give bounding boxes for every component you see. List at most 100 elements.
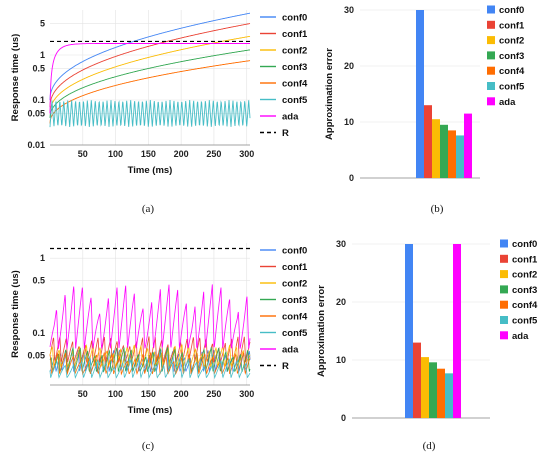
bar-ada	[453, 244, 461, 418]
bar-conf4	[448, 130, 456, 178]
bar-conf3	[429, 362, 437, 418]
y-tick-label: 0.1	[32, 95, 45, 105]
legend-label-conf3: conf3	[512, 285, 537, 296]
x-tick-label: 300	[239, 149, 254, 159]
y-axis-title: Approximation error	[316, 285, 327, 377]
legend-label-conf1: conf1	[499, 20, 525, 31]
series-line-conf0	[49, 349, 251, 374]
x-tick-label: 250	[206, 149, 221, 159]
legend-label-conf4: conf4	[282, 79, 308, 90]
y-tick-label: 0	[341, 413, 346, 423]
series-line-conf5	[49, 357, 251, 380]
bar-conf2	[432, 119, 440, 178]
caption-b: (b)	[431, 203, 444, 215]
legend-label-conf4: conf4	[512, 300, 538, 311]
legend-swatch-conf5	[500, 316, 508, 324]
bar-conf0	[416, 10, 424, 178]
series-line-conf0	[49, 12, 250, 101]
legend-swatch-conf4	[500, 300, 508, 309]
panel-a-line-chart: 50 100 150 200 250 300 0.01 0.05 0.1 0.5 1 5 Time (m…	[10, 10, 308, 176]
x-tick-label: 250	[206, 389, 221, 399]
y-tick-label: 0.05	[27, 109, 45, 119]
y-tick-label: 20	[336, 297, 346, 307]
y-tick-label: 0.01	[27, 140, 45, 150]
legend-label-conf0: conf0	[282, 246, 307, 257]
panel-b-bar-chart: 0 10 20 30 Approximation error conf0 conf1 conf…	[324, 5, 525, 183]
legend-label-conf1: conf1	[282, 29, 308, 40]
series-line-conf3	[49, 347, 251, 373]
legend-label-conf2: conf2	[512, 270, 537, 281]
legend-swatch-conf1	[500, 254, 508, 263]
x-tick-label: 200	[174, 389, 189, 399]
legend-label-conf1: conf1	[282, 262, 308, 273]
series-line-conf2	[49, 35, 251, 114]
legend-label-conf5: conf5	[282, 328, 308, 339]
legend-label-ada: ada	[512, 331, 529, 342]
y-tick-label: 0.1	[32, 328, 45, 338]
panel-c-line-chart: 50 100 150 200 250 300 0.05 0.1 0.5 1 Time (ms) Res…	[10, 243, 308, 416]
panel-d-bar-chart: 0 10 20 30 Approximation error conf0 conf1 conf…	[316, 239, 538, 423]
y-tick-label: 1	[40, 50, 45, 60]
legend-label-ada: ada	[499, 97, 516, 108]
x-tick-label: 100	[108, 149, 123, 159]
x-axis-title: Time (ms)	[128, 405, 173, 416]
legend-swatch-conf4	[487, 66, 495, 75]
caption-a: (a)	[142, 203, 155, 215]
y-tick-label: 0.5	[32, 64, 45, 74]
legend-swatch-conf2	[500, 270, 508, 279]
y-tick-label: 5	[40, 19, 45, 29]
legend-swatch-conf1	[487, 20, 495, 29]
series-line-conf1	[49, 23, 251, 108]
bar-conf1	[424, 105, 432, 178]
bar-conf0	[405, 244, 413, 418]
caption-c: (c)	[142, 440, 155, 452]
legend-label-conf5: conf5	[282, 95, 308, 106]
y-tick-label: 0	[349, 173, 354, 183]
series-line-conf4	[49, 60, 251, 124]
legend-swatch-conf3	[500, 285, 508, 294]
bar-conf1	[413, 342, 421, 418]
legend-label-conf4: conf4	[282, 312, 308, 323]
y-axis-title: Approximation error	[324, 48, 335, 140]
legend-label-conf0: conf0	[499, 5, 524, 16]
y-axis-title: Response time (us)	[10, 34, 21, 122]
bar-conf5	[456, 135, 464, 178]
legend-swatch-ada	[500, 331, 508, 340]
legend-label-conf3: conf3	[282, 62, 307, 73]
caption-d: (d)	[423, 440, 436, 452]
y-tick-label: 30	[344, 5, 354, 15]
legend-swatch-conf5	[487, 82, 495, 90]
legend-label-conf5: conf5	[499, 82, 525, 93]
series-line-conf3	[49, 49, 250, 118]
y-tick-label: 20	[344, 61, 354, 71]
legend-swatch-conf0	[487, 5, 495, 14]
y-axis-title: Response time (us)	[10, 270, 21, 358]
x-axis-title: Time (ms)	[128, 165, 173, 176]
bar-ada	[464, 113, 472, 178]
bar-conf3	[440, 124, 448, 178]
legend-label-conf0: conf0	[512, 239, 537, 250]
legend-label-conf3: conf3	[499, 51, 524, 62]
series-line-ada	[49, 43, 250, 114]
legend-label-conf2: conf2	[282, 46, 307, 57]
legend-label-conf1: conf1	[512, 254, 538, 265]
y-tick-label: 10	[344, 117, 354, 127]
x-tick-label: 150	[141, 149, 156, 159]
legend-label-ada: ada	[282, 112, 299, 123]
legend-label-ada: ada	[282, 345, 299, 356]
x-tick-label: 300	[239, 389, 254, 399]
bar-conf4	[437, 368, 445, 418]
legend-label-R: R	[282, 361, 289, 372]
legend-swatch-ada	[487, 97, 495, 106]
bar-conf2	[421, 357, 429, 418]
y-tick-label: 0.5	[32, 276, 45, 286]
x-tick-label: 100	[108, 389, 123, 399]
legend-swatch-conf3	[487, 51, 495, 60]
x-tick-label: 50	[78, 149, 88, 159]
y-tick-label: 0.05	[27, 350, 45, 360]
x-tick-label: 50	[78, 389, 88, 399]
legend-swatch-conf0	[500, 239, 508, 248]
legend-label-conf2: conf2	[282, 279, 307, 290]
legend-label-conf2: conf2	[499, 36, 524, 47]
